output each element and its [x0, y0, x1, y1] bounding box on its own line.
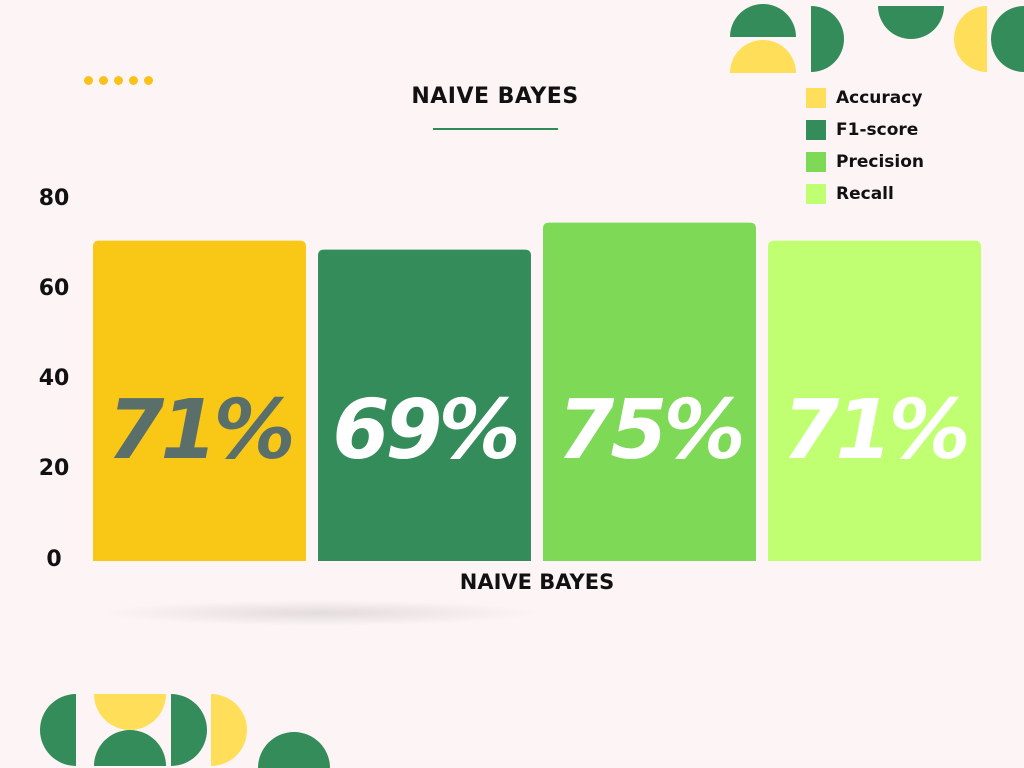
- half-circle-shape: [954, 6, 987, 72]
- half-circle-shape: [878, 6, 944, 39]
- legend-item-accuracy: Accuracy: [806, 82, 924, 114]
- dot-icon: [129, 76, 138, 85]
- y-tick-label: 0: [46, 547, 62, 572]
- chart-legend: Accuracy F1-score Precision Recall: [806, 82, 924, 210]
- bar-value-label: 75%: [557, 383, 741, 478]
- baseline-shadow: [100, 600, 540, 626]
- legend-label: F1-score: [836, 120, 919, 140]
- half-circle-shape: [40, 694, 76, 766]
- decorative-shapes-top: [730, 4, 1024, 73]
- bar-recall: [768, 240, 981, 562]
- half-circle-shape: [258, 732, 330, 768]
- half-circle-shape: [211, 694, 247, 766]
- bar-value-label: 69%: [332, 383, 516, 478]
- y-tick-label: 60: [38, 276, 70, 301]
- half-circle-shape: [94, 730, 166, 766]
- half-circle-shape: [171, 694, 207, 766]
- legend-item-recall: Recall: [806, 178, 924, 210]
- bar-value-label: 71%: [782, 383, 966, 478]
- half-circle-shape: [94, 694, 166, 730]
- half-circle-shape: [991, 6, 1024, 72]
- legend-swatch: [806, 88, 826, 108]
- y-tick-label: 40: [38, 366, 70, 391]
- x-axis-label: NAIVE BAYES: [459, 570, 615, 594]
- bar-plot-area: 71% 69% 75% 71%: [93, 222, 981, 562]
- legend-item-precision: Precision: [806, 146, 924, 178]
- decorative-shapes-bottom: [40, 694, 330, 768]
- dot-icon: [99, 76, 108, 85]
- half-circle-shape: [730, 40, 796, 73]
- decorative-dots: [84, 76, 153, 85]
- y-tick-label: 20: [38, 456, 70, 481]
- legend-label: Accuracy: [836, 88, 923, 108]
- legend-swatch: [806, 184, 826, 204]
- chart-title: NAIVE BAYES: [411, 84, 579, 109]
- legend-label: Precision: [836, 152, 925, 172]
- bar-precision: [543, 222, 756, 561]
- dot-icon: [144, 76, 153, 85]
- dot-icon: [114, 76, 123, 85]
- bar-accuracy: [93, 240, 306, 562]
- half-circle-shape: [811, 6, 844, 72]
- y-tick-label: 80: [38, 186, 70, 211]
- legend-item-f1-score: F1-score: [806, 114, 924, 146]
- legend-swatch: [806, 152, 826, 172]
- dot-icon: [84, 76, 93, 85]
- half-circle-shape: [730, 4, 796, 37]
- legend-label: Recall: [836, 184, 894, 204]
- title-underline: [433, 128, 558, 130]
- bar-f1-score: [318, 249, 531, 561]
- legend-swatch: [806, 120, 826, 140]
- bar-value-label: 71%: [107, 383, 291, 478]
